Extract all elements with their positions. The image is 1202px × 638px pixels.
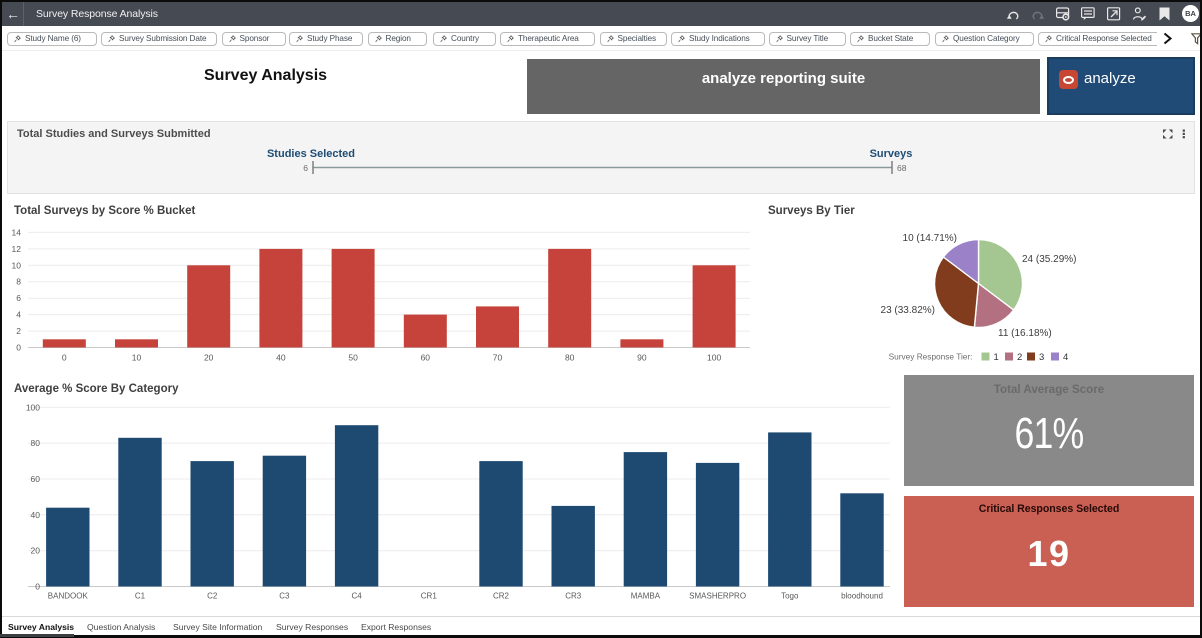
svg-text:0: 0 — [35, 582, 40, 592]
svg-text:CR3: CR3 — [565, 592, 582, 601]
svg-text:CR2: CR2 — [493, 592, 510, 601]
svg-text:C3: C3 — [279, 592, 290, 601]
svg-text:10: 10 — [12, 260, 22, 270]
svg-text:50: 50 — [348, 353, 358, 363]
svg-text:C4: C4 — [351, 592, 362, 601]
svg-text:2: 2 — [16, 326, 21, 336]
svg-text:SMASHERPRO: SMASHERPRO — [689, 592, 746, 601]
svg-text:8: 8 — [16, 277, 21, 287]
svg-text:40: 40 — [276, 353, 286, 363]
svg-text:CR1: CR1 — [421, 592, 438, 601]
svg-text:3: 3 — [1039, 352, 1044, 363]
svg-text:68: 68 — [897, 163, 907, 173]
svg-text:2: 2 — [1017, 352, 1022, 363]
svg-text:12: 12 — [12, 244, 22, 254]
svg-text:6: 6 — [303, 163, 308, 173]
svg-text:90: 90 — [637, 353, 647, 363]
svg-text:C1: C1 — [135, 592, 146, 601]
svg-text:Togo: Togo — [781, 592, 799, 601]
svg-text:4: 4 — [1063, 352, 1068, 363]
svg-text:20: 20 — [204, 353, 214, 363]
svg-text:4: 4 — [16, 310, 21, 320]
svg-text:10: 10 — [132, 353, 142, 363]
svg-text:80: 80 — [565, 353, 575, 363]
svg-text:20: 20 — [31, 546, 41, 556]
svg-text:1: 1 — [994, 352, 999, 363]
svg-text:0: 0 — [62, 353, 67, 363]
svg-text:70: 70 — [493, 353, 503, 363]
svg-text:100: 100 — [26, 402, 40, 412]
svg-text:BANDOOK: BANDOOK — [48, 592, 89, 601]
svg-text:60: 60 — [421, 353, 431, 363]
svg-text:100: 100 — [707, 353, 721, 363]
svg-text:40: 40 — [31, 510, 41, 520]
svg-text:11 (16.18%): 11 (16.18%) — [998, 328, 1052, 339]
svg-text:23 (33.82%): 23 (33.82%) — [881, 305, 935, 316]
svg-text:bloodhound: bloodhound — [841, 592, 883, 601]
svg-text:24 (35.29%): 24 (35.29%) — [1022, 254, 1076, 265]
svg-text:0: 0 — [16, 343, 21, 353]
svg-text:6: 6 — [16, 293, 21, 303]
svg-text:Survey Response Tier:: Survey Response Tier: — [889, 352, 973, 362]
svg-text:MAMBA: MAMBA — [631, 592, 661, 601]
svg-text:10 (14.71%): 10 (14.71%) — [903, 233, 957, 244]
svg-text:60: 60 — [31, 474, 41, 484]
svg-text:80: 80 — [31, 438, 41, 448]
svg-text:C2: C2 — [207, 592, 218, 601]
svg-text:14: 14 — [12, 227, 22, 237]
